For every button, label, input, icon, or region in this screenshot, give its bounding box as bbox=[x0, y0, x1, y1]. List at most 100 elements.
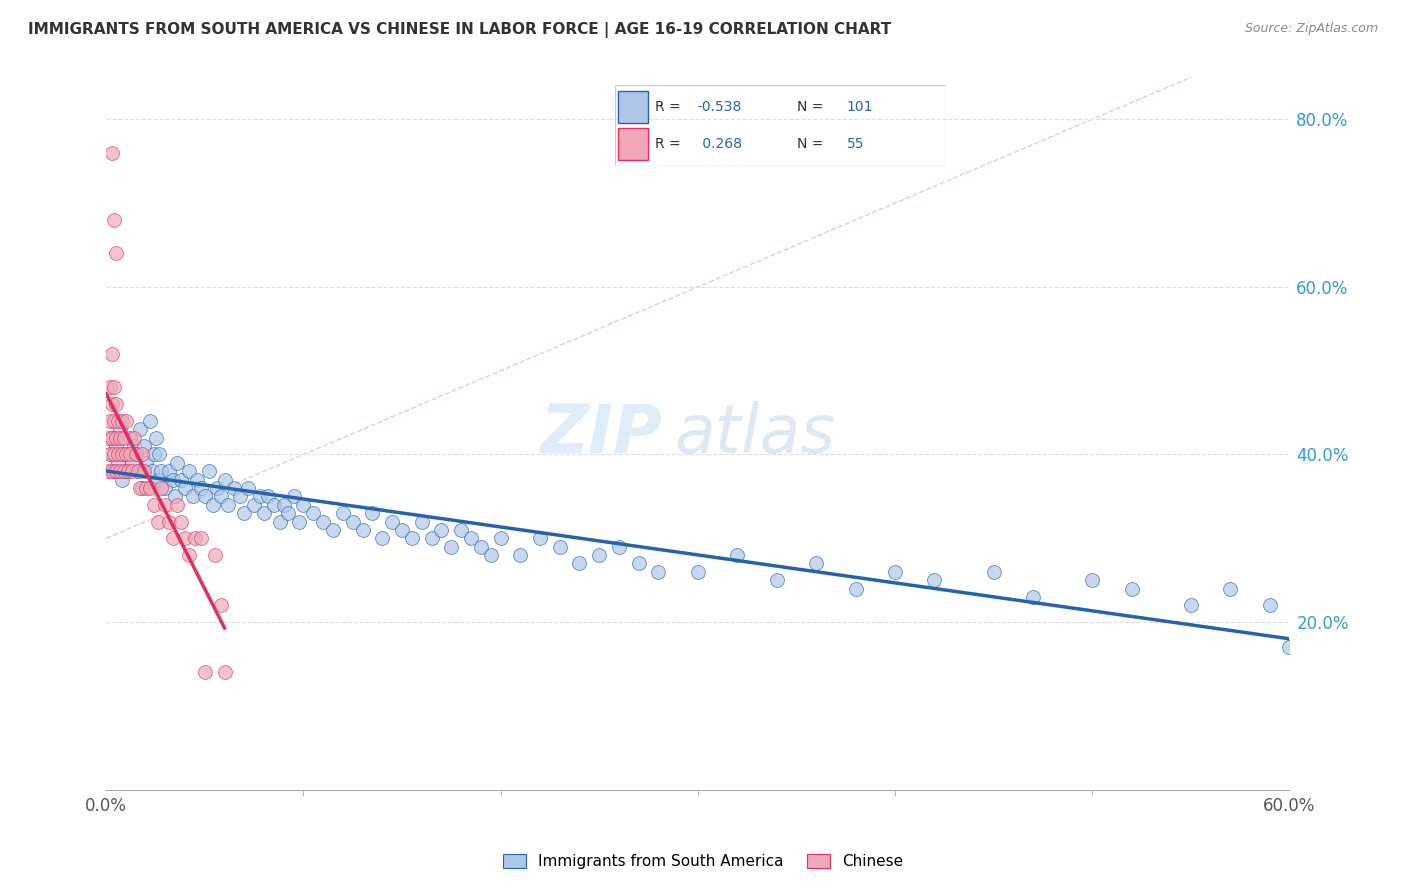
Point bbox=[155, 498, 177, 512]
Point bbox=[103, 464, 125, 478]
Point bbox=[205, 481, 228, 495]
Point bbox=[127, 464, 149, 478]
Point bbox=[283, 489, 305, 503]
Point bbox=[101, 431, 124, 445]
Point bbox=[112, 448, 135, 462]
Point bbox=[548, 540, 571, 554]
Point bbox=[115, 414, 138, 428]
Point bbox=[118, 431, 141, 445]
Point bbox=[342, 515, 364, 529]
Point bbox=[1258, 599, 1281, 613]
Point bbox=[288, 515, 311, 529]
Point bbox=[197, 464, 219, 478]
Point bbox=[132, 439, 155, 453]
Point bbox=[1081, 573, 1104, 587]
Point bbox=[460, 531, 482, 545]
Point bbox=[135, 456, 157, 470]
Point bbox=[607, 540, 630, 554]
Point bbox=[105, 246, 128, 260]
Point bbox=[101, 397, 124, 411]
Point bbox=[214, 473, 236, 487]
Point bbox=[391, 523, 413, 537]
Point bbox=[97, 431, 120, 445]
Point bbox=[146, 515, 169, 529]
Point bbox=[107, 414, 129, 428]
Point bbox=[174, 481, 197, 495]
Point bbox=[115, 464, 138, 478]
Point bbox=[1121, 582, 1143, 596]
Point bbox=[243, 498, 266, 512]
Point bbox=[157, 515, 180, 529]
Point bbox=[1278, 640, 1301, 655]
Point bbox=[332, 506, 354, 520]
Point bbox=[125, 448, 148, 462]
Point bbox=[269, 515, 291, 529]
Point bbox=[105, 464, 128, 478]
Point bbox=[105, 439, 128, 453]
Point bbox=[165, 489, 187, 503]
Point bbox=[155, 481, 177, 495]
Point bbox=[103, 212, 125, 227]
Point bbox=[103, 448, 125, 462]
Point bbox=[983, 565, 1005, 579]
Point bbox=[142, 448, 165, 462]
Point bbox=[194, 665, 217, 680]
Point bbox=[148, 448, 170, 462]
Point bbox=[166, 498, 188, 512]
Point bbox=[177, 548, 200, 562]
Point bbox=[725, 548, 748, 562]
Point bbox=[233, 506, 256, 520]
Point bbox=[145, 431, 167, 445]
Point bbox=[263, 498, 285, 512]
Point bbox=[142, 498, 165, 512]
Point bbox=[1022, 590, 1045, 604]
Point bbox=[312, 515, 335, 529]
Point bbox=[1219, 582, 1241, 596]
Point bbox=[101, 431, 124, 445]
Point bbox=[101, 347, 124, 361]
Point bbox=[249, 489, 271, 503]
Point bbox=[884, 565, 907, 579]
Point bbox=[277, 506, 299, 520]
Point bbox=[450, 523, 472, 537]
Point bbox=[101, 145, 124, 160]
Point bbox=[162, 473, 184, 487]
Point bbox=[98, 414, 121, 428]
Point bbox=[98, 448, 121, 462]
Point bbox=[186, 473, 208, 487]
Point bbox=[122, 439, 145, 453]
Point bbox=[150, 464, 173, 478]
Point bbox=[209, 599, 232, 613]
Point bbox=[108, 464, 131, 478]
Point bbox=[401, 531, 423, 545]
Point bbox=[131, 481, 153, 495]
Point bbox=[111, 473, 134, 487]
Text: IMMIGRANTS FROM SOUTH AMERICA VS CHINESE IN LABOR FORCE | AGE 16-19 CORRELATION : IMMIGRANTS FROM SOUTH AMERICA VS CHINESE… bbox=[28, 22, 891, 38]
Point bbox=[97, 464, 120, 478]
Point bbox=[253, 506, 276, 520]
Point bbox=[479, 548, 502, 562]
Point bbox=[420, 531, 443, 545]
Point bbox=[101, 464, 124, 478]
Point bbox=[509, 548, 531, 562]
Point bbox=[103, 414, 125, 428]
Text: ZIP: ZIP bbox=[540, 401, 662, 467]
Point bbox=[138, 481, 160, 495]
Point bbox=[131, 448, 153, 462]
Point bbox=[302, 506, 325, 520]
Point bbox=[121, 456, 143, 470]
Point bbox=[111, 448, 134, 462]
Point bbox=[224, 481, 246, 495]
Point bbox=[257, 489, 280, 503]
Point bbox=[924, 573, 946, 587]
Point bbox=[112, 464, 135, 478]
Point bbox=[157, 464, 180, 478]
Point bbox=[218, 498, 240, 512]
Point bbox=[214, 665, 236, 680]
Point bbox=[647, 565, 669, 579]
Point bbox=[489, 531, 512, 545]
Point bbox=[440, 540, 463, 554]
Point bbox=[115, 448, 138, 462]
Point bbox=[98, 448, 121, 462]
Point bbox=[190, 481, 212, 495]
